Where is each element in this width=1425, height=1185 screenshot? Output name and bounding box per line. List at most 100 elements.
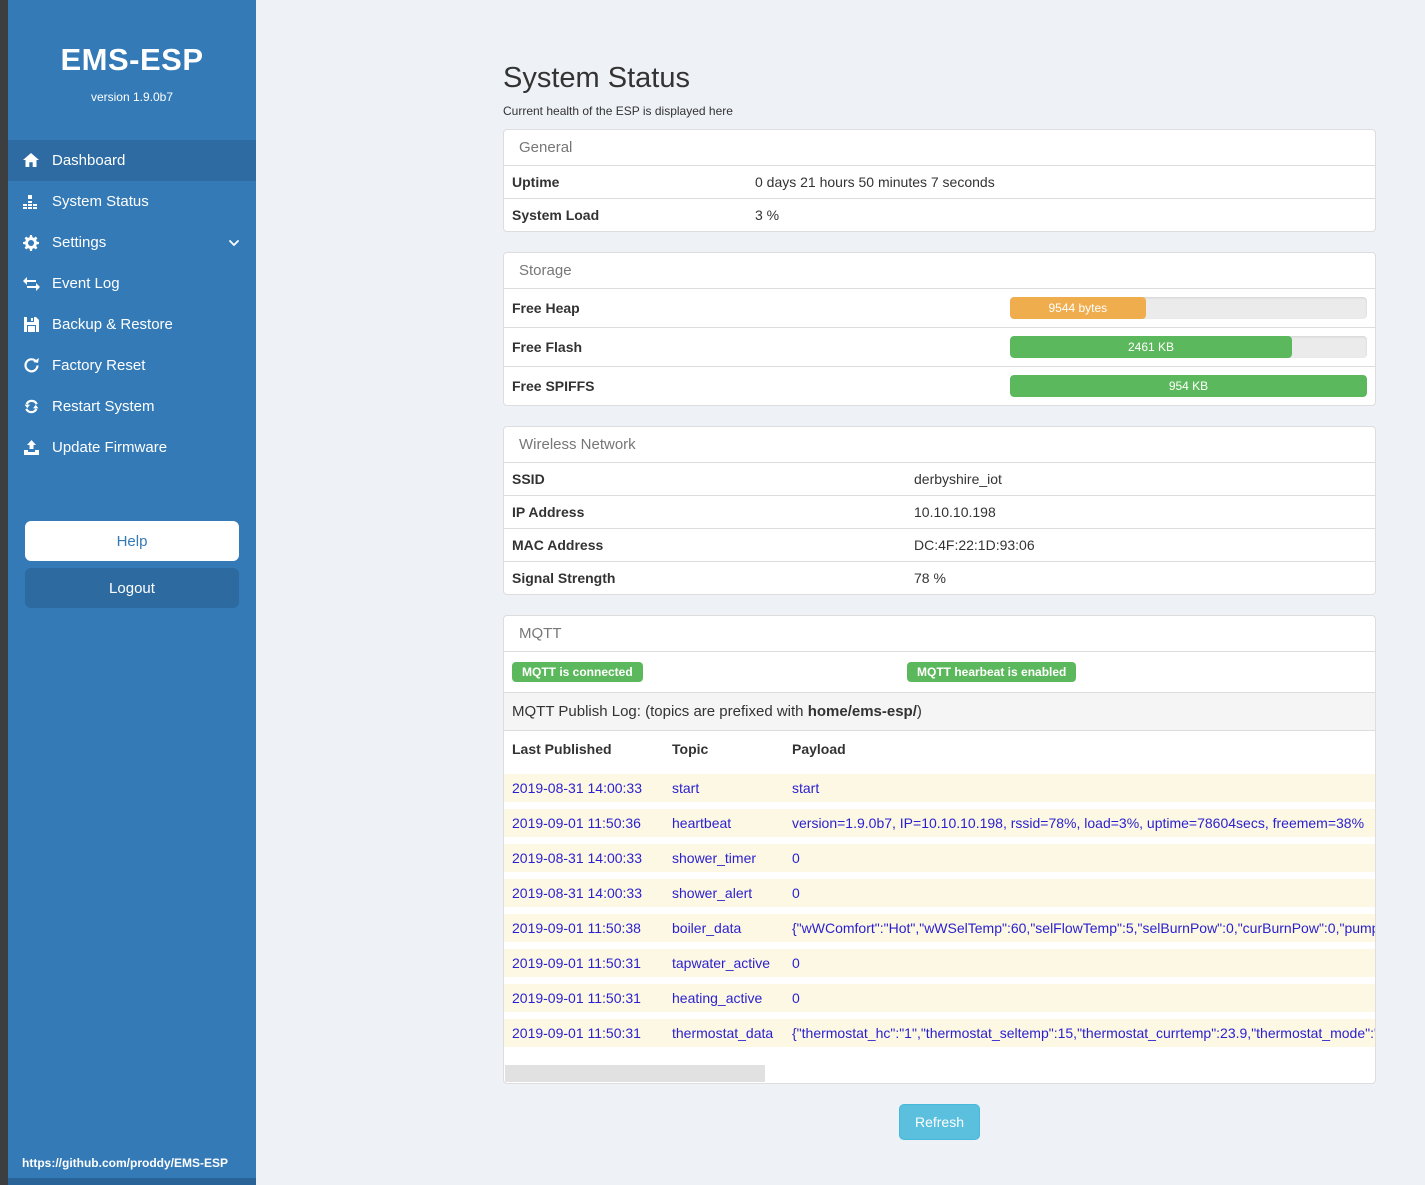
- log-payload: 0: [784, 977, 1375, 1016]
- mqtt-heartbeat-badge: MQTT hearbeat is enabled: [907, 662, 1077, 682]
- log-time: 2019-09-01 11:50:31: [504, 977, 664, 1016]
- table-row: Uptime 0 days 21 hours 50 minutes 7 seco…: [504, 165, 1375, 199]
- app-title: EMS-ESP: [60, 42, 204, 77]
- log-topic: shower_alert: [664, 872, 784, 911]
- github-link[interactable]: https://github.com/proddy/EMS-ESP: [22, 1156, 228, 1170]
- log-time: 2019-08-31 14:00:33: [504, 837, 664, 876]
- signal-strength-label: Signal Strength: [504, 561, 906, 594]
- help-button[interactable]: Help: [25, 521, 239, 561]
- log-time: 2019-09-01 11:50:36: [504, 802, 664, 841]
- column-payload: Payload: [784, 730, 1375, 771]
- log-payload: version=1.9.0b7, IP=10.10.10.198, rssid=…: [784, 802, 1375, 841]
- log-topic: shower_timer: [664, 837, 784, 876]
- storage-panel: Storage Free Heap 9544 bytes Free Flash: [503, 252, 1376, 406]
- logout-button[interactable]: Logout: [25, 568, 239, 608]
- table-row: 2019-08-31 14:00:33 start start: [504, 767, 1375, 806]
- app-version: version 1.9.0b7: [90, 90, 174, 104]
- table-row: 2019-09-01 11:50:31 heating_active 0: [504, 977, 1375, 1016]
- sidebar-item-label: System Status: [52, 193, 149, 210]
- sidebar-item-dashboard[interactable]: Dashboard: [8, 140, 256, 181]
- caption-suffix: ): [916, 703, 922, 720]
- mqtt-panel: MQTT MQTT is connected MQTT hearbeat is …: [503, 615, 1376, 1084]
- sidebar-item-update-firmware[interactable]: Update Firmware: [8, 427, 256, 468]
- free-flash-label: Free Flash: [504, 327, 1002, 367]
- free-flash-cell: 2461 KB: [1002, 327, 1375, 367]
- table-row: 2019-09-01 11:50:31 tapwater_active 0: [504, 942, 1375, 981]
- log-payload: 0: [784, 872, 1375, 911]
- mqtt-connected-badge: MQTT is connected: [512, 662, 643, 682]
- mac-address-value: DC:4F:22:1D:93:06: [906, 528, 1375, 562]
- ip-address-value: 10.10.10.198: [906, 495, 1375, 529]
- sidebar-item-restart-system[interactable]: Restart System: [8, 386, 256, 427]
- log-payload: {"thermostat_hc":"1","thermostat_seltemp…: [784, 1012, 1375, 1047]
- sidebar-item-event-log[interactable]: Event Log: [8, 263, 256, 304]
- table-row: Signal Strength 78 %: [504, 561, 1375, 594]
- system-status-icon: [22, 194, 40, 210]
- table-row: 2019-09-01 11:50:38 boiler_data {"wWComf…: [504, 907, 1375, 946]
- page-title: System Status: [503, 62, 690, 94]
- log-topic: thermostat_data: [664, 1012, 784, 1047]
- sidebar-item-label: Backup & Restore: [52, 316, 173, 333]
- sidebar-item-label: Restart System: [52, 398, 155, 415]
- free-spiffs-value: 954 KB: [1168, 379, 1209, 393]
- mqtt-badge-cell: MQTT hearbeat is enabled: [907, 662, 1077, 682]
- table-row: SSID derbyshire_iot: [504, 462, 1375, 496]
- log-time: 2019-09-01 11:50:31: [504, 942, 664, 981]
- log-topic: start: [664, 767, 784, 806]
- free-heap-value: 9544 bytes: [1048, 301, 1108, 315]
- table-row: MAC Address DC:4F:22:1D:93:06: [504, 528, 1375, 562]
- sidebar-bottom-strip: [8, 1178, 256, 1185]
- log-topic: heating_active: [664, 977, 784, 1016]
- sidebar-nav: Dashboard System Status: [8, 140, 256, 468]
- mqtt-publish-log-table: Last Published Topic Payload 2019-08-31 …: [504, 730, 1375, 1047]
- column-last-published: Last Published: [504, 730, 664, 771]
- sidebar-item-factory-reset[interactable]: Factory Reset: [8, 345, 256, 386]
- sidebar-item-label: Factory Reset: [52, 357, 146, 374]
- log-payload: start: [784, 767, 1375, 806]
- sidebar-item-system-status[interactable]: System Status: [8, 181, 256, 222]
- mac-address-label: MAC Address: [504, 528, 906, 562]
- spacer: [504, 1047, 1375, 1065]
- system-load-label: System Load: [504, 198, 747, 231]
- main-content: System Status Current health of the ESP …: [256, 0, 1425, 1185]
- free-heap-label: Free Heap: [504, 288, 1002, 328]
- free-spiffs-label: Free SPIFFS: [504, 366, 1002, 405]
- sidebar-item-backup-restore[interactable]: Backup & Restore: [8, 304, 256, 345]
- progress-track: 9544 bytes: [1010, 297, 1367, 319]
- table-row: System Load 3 %: [504, 198, 1375, 231]
- sidebar-item-label: Settings: [52, 234, 107, 251]
- left-edge-strip: [0, 0, 8, 1185]
- storage-panel-title: Storage: [519, 262, 572, 279]
- horizontal-scrollbar[interactable]: [505, 1065, 1374, 1082]
- mqtt-publish-log-caption: MQTT Publish Log: (topics are prefixed w…: [504, 692, 1375, 730]
- log-time: 2019-09-01 11:50:31: [504, 1012, 664, 1047]
- log-topic: heartbeat: [664, 802, 784, 841]
- free-spiffs-cell: 954 KB: [1002, 366, 1375, 405]
- table-row: Free Flash 2461 KB: [504, 327, 1375, 367]
- exchange-icon: [22, 276, 40, 292]
- table-header-row: Last Published Topic Payload: [504, 730, 1375, 771]
- general-panel-title: General: [519, 139, 573, 156]
- sidebar-item-label: Dashboard: [52, 152, 126, 169]
- column-topic: Topic: [664, 730, 784, 771]
- sidebar-item-settings[interactable]: Settings: [8, 222, 256, 263]
- refresh-wrap: Refresh: [503, 1104, 1376, 1140]
- gear-icon: [22, 234, 40, 251]
- table-row: 2019-08-31 14:00:33 shower_alert 0: [504, 872, 1375, 911]
- sidebar-item-label: Event Log: [52, 275, 120, 292]
- sidebar-buttons: Help Logout: [8, 521, 256, 608]
- table-row: Free SPIFFS 954 KB: [504, 366, 1375, 405]
- scrollbar-thumb[interactable]: [505, 1065, 765, 1082]
- signal-strength-value: 78 %: [906, 561, 1375, 594]
- log-payload: 0: [784, 837, 1375, 876]
- system-load-value: 3 %: [747, 198, 1375, 231]
- general-panel: General Uptime 0 days 21 hours 50 minute…: [503, 129, 1376, 232]
- refresh-button[interactable]: Refresh: [898, 1104, 981, 1140]
- log-payload: {"wWComfort":"Hot","wWSelTemp":60,"selFl…: [784, 907, 1375, 946]
- uptime-value: 0 days 21 hours 50 minutes 7 seconds: [747, 165, 1375, 199]
- free-heap-cell: 9544 bytes: [1002, 288, 1375, 328]
- home-icon: [22, 153, 40, 169]
- log-time: 2019-09-01 11:50:38: [504, 907, 664, 946]
- log-time: 2019-08-31 14:00:33: [504, 872, 664, 911]
- table-row: 2019-09-01 11:50:31 thermostat_data {"th…: [504, 1012, 1375, 1047]
